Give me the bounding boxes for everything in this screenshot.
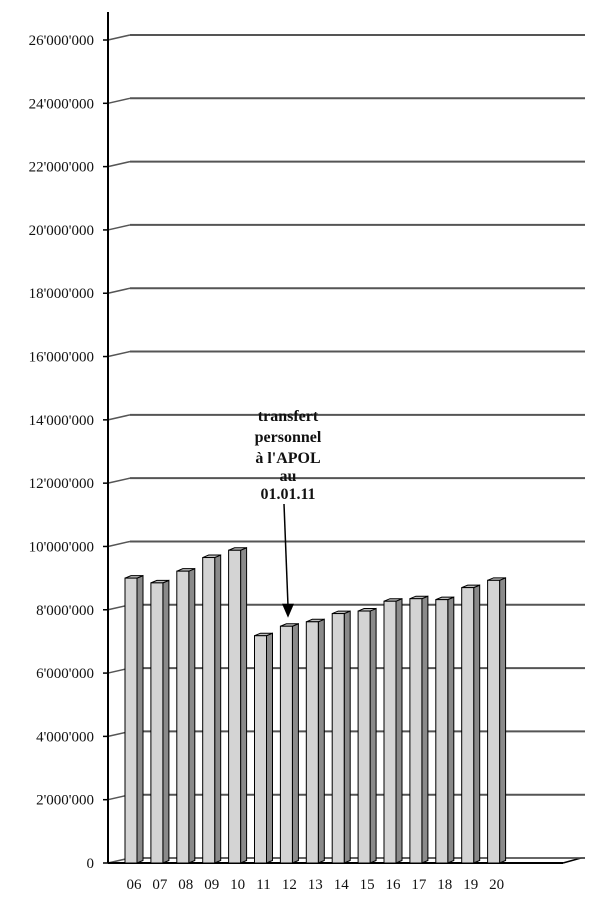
x-tick-label: 15 bbox=[360, 877, 375, 893]
x-tick-label: 10 bbox=[230, 877, 245, 893]
bar bbox=[357, 607, 377, 864]
bar-front bbox=[383, 600, 397, 864]
bar-side bbox=[162, 579, 170, 864]
annotation-line-3: à l'APOL bbox=[255, 450, 320, 467]
y-tick-label: 18'000'000 bbox=[29, 286, 94, 302]
bar-side bbox=[421, 595, 429, 864]
bar bbox=[461, 584, 481, 864]
y-tick-label: 24'000'000 bbox=[29, 96, 94, 112]
bar-front bbox=[176, 570, 190, 864]
bar-side bbox=[266, 632, 273, 864]
gridline-depth bbox=[107, 160, 131, 168]
y-tick-label: 26'000'000 bbox=[29, 33, 94, 49]
x-tick-label: 09 bbox=[204, 877, 219, 893]
annotation: transfert personnel à l'APOL au 01.01.11 bbox=[255, 408, 322, 618]
gridline-depth bbox=[107, 34, 131, 41]
bar-front bbox=[409, 598, 423, 864]
bar-side bbox=[343, 610, 351, 864]
bar-side bbox=[188, 567, 196, 864]
bar bbox=[305, 618, 325, 864]
bar-side bbox=[499, 577, 507, 864]
gridline-depth bbox=[107, 350, 131, 358]
gridline-depth bbox=[107, 477, 131, 484]
y-tick-label: 20'000'000 bbox=[29, 223, 94, 239]
bar-front bbox=[435, 599, 449, 864]
bar bbox=[124, 574, 144, 864]
bar-front bbox=[487, 579, 501, 864]
gridline-depth bbox=[107, 414, 131, 421]
bar-side bbox=[317, 618, 325, 864]
bar-front bbox=[228, 549, 242, 864]
x-tick-label: 18 bbox=[437, 877, 452, 893]
bar bbox=[409, 595, 429, 864]
bar-side bbox=[473, 584, 481, 864]
gridline-depth bbox=[107, 224, 131, 231]
bar-side bbox=[240, 547, 248, 864]
annotation-line-1: transfert bbox=[258, 408, 319, 425]
y-tick-label: 16'000'000 bbox=[29, 350, 94, 366]
annotation-line-4: au bbox=[280, 468, 297, 485]
annotation-arrow-line bbox=[283, 503, 289, 606]
bar bbox=[435, 596, 455, 864]
bar-side bbox=[447, 596, 455, 864]
y-tick-label: 12'000'000 bbox=[29, 476, 94, 492]
bar-front bbox=[279, 625, 293, 864]
y-tick-labels: 0 2'000'000 4'000'000 6'000'000 8'000'000 10'… bbox=[29, 33, 94, 872]
gridlines bbox=[103, 34, 585, 864]
x-tick-label: 07 bbox=[152, 877, 168, 893]
bar bbox=[331, 610, 351, 864]
bar bbox=[279, 622, 299, 864]
y-tick-label: 4'000'000 bbox=[36, 729, 94, 745]
bar-side bbox=[214, 554, 222, 864]
bar bbox=[150, 579, 170, 864]
bar bbox=[487, 577, 507, 864]
y-tick-label: 8'000'000 bbox=[36, 603, 94, 619]
bar-front bbox=[124, 577, 138, 864]
gridline-depth bbox=[107, 97, 131, 105]
x-tick-label: 08 bbox=[178, 877, 193, 893]
bar-front bbox=[150, 582, 164, 864]
bar bbox=[254, 632, 273, 864]
y-tick-label: 0 bbox=[87, 856, 95, 872]
y-tick-label: 22'000'000 bbox=[29, 160, 94, 176]
gridline-depth bbox=[107, 287, 131, 294]
bar-side bbox=[369, 607, 377, 864]
x-tick-label: 12 bbox=[282, 877, 297, 893]
x-tick-label: 11 bbox=[256, 877, 270, 893]
bar-side bbox=[136, 574, 144, 864]
annotation-line-2: personnel bbox=[255, 429, 322, 446]
bar-front bbox=[202, 557, 216, 864]
bar-front bbox=[254, 635, 267, 864]
annotation-line-5: 01.01.11 bbox=[260, 486, 315, 503]
bar-side bbox=[395, 597, 403, 864]
y-tick-label: 10'000'000 bbox=[29, 539, 94, 555]
bar-front bbox=[305, 621, 319, 864]
bars bbox=[124, 547, 507, 864]
x-axis-depth bbox=[562, 857, 582, 864]
bar-front bbox=[357, 610, 371, 864]
y-tick-label: 2'000'000 bbox=[36, 793, 94, 809]
y-tick-label: 6'000'000 bbox=[36, 666, 94, 682]
x-tick-label: 16 bbox=[386, 877, 402, 893]
x-tick-label: 19 bbox=[463, 877, 478, 893]
bar-front bbox=[461, 587, 475, 864]
bar-front bbox=[331, 613, 345, 864]
annotation-arrow-head bbox=[282, 603, 294, 618]
x-tick-label: 13 bbox=[308, 877, 323, 893]
x-tick-label: 14 bbox=[334, 877, 350, 893]
x-tick-labels: 06 07 08 09 10 11 12 13 14 15 16 17 18 19 20 bbox=[127, 877, 505, 893]
x-tick-label: 17 bbox=[411, 877, 427, 893]
x-tick-label: 06 bbox=[127, 877, 143, 893]
bar bbox=[202, 554, 222, 864]
bar-side bbox=[291, 622, 299, 864]
gridline-depth bbox=[107, 540, 131, 548]
y-tick-label: 14'000'000 bbox=[29, 413, 94, 429]
bar bbox=[176, 567, 196, 864]
x-tick-label: 20 bbox=[489, 877, 504, 893]
bar bbox=[228, 547, 248, 864]
bar bbox=[383, 597, 403, 864]
